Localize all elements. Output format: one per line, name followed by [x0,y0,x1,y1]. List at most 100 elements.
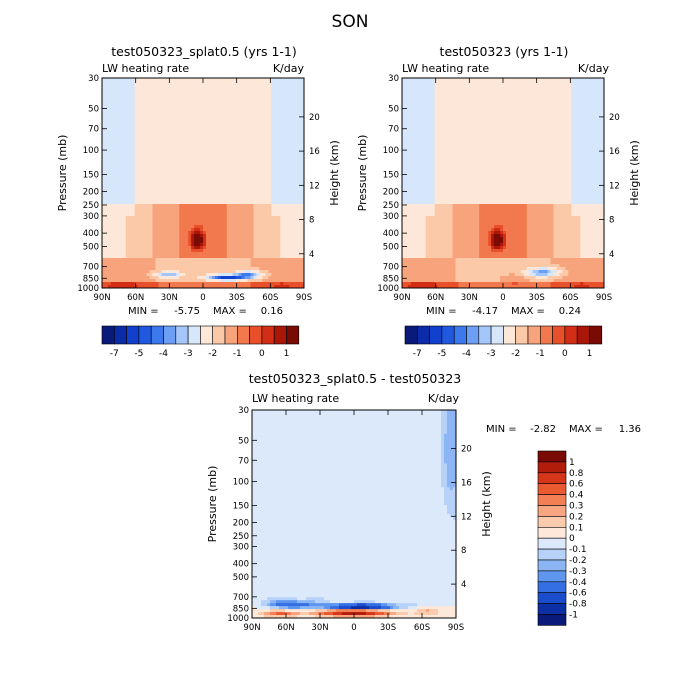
contour-cell [253,192,257,196]
contour-cell [247,126,251,130]
contour-cell [194,141,198,145]
contour-cell [265,114,269,118]
contour-cell [185,249,189,253]
contour-cell [238,117,243,121]
contour-cell [253,177,257,181]
contour-cell [217,189,222,193]
contour-cell [229,234,234,238]
contour-cell [137,99,142,103]
contour-cell [223,108,228,112]
contour-cell [274,114,278,118]
contour-cell [262,81,266,85]
contour-cell [526,78,531,82]
contour-cell [110,153,115,157]
contour-cell [271,264,275,268]
contour-cell [203,78,207,82]
contour-cell [128,126,133,130]
contour-cell [277,81,281,85]
contour-cell [283,99,287,103]
contour-cell [188,180,192,184]
contour-cell [197,246,201,250]
contour-cell [214,243,219,247]
contour-cell [158,180,162,184]
contour-cell [283,138,287,142]
contour-cell [229,261,234,265]
contour-cell [164,276,168,280]
contour-cell [265,120,269,124]
contour-cell [226,78,231,82]
contour-cell [143,111,148,115]
contour-cell [110,174,115,178]
contour-cell [128,249,133,253]
contour-cell [482,78,486,82]
contour-cell [173,90,177,94]
contour-cell [301,177,305,181]
contour-cell [211,177,216,181]
contour-cell [295,273,299,277]
contour-cell [128,174,133,178]
contour-cell [208,111,213,115]
contour-cell [119,225,124,229]
contour-cell [116,129,121,133]
contour-cell [286,258,290,262]
contour-cell [211,222,216,226]
contour-cell [131,279,136,283]
contour-cell [203,192,207,196]
contour-cell [280,240,284,244]
contour-cell [158,117,162,121]
contour-cell [229,84,234,88]
contour-cell [200,255,204,259]
contour-cell [152,159,156,163]
contour-cell [102,78,106,82]
contour-cell [271,243,275,247]
contour-cell [295,270,299,274]
contour-cell [223,228,228,232]
contour-cell [256,150,260,154]
contour-cell [295,183,299,187]
contour-cell [262,87,266,91]
contour-cell [241,285,246,289]
contour-cell [146,135,150,139]
contour-cell [298,162,302,166]
contour-cell [458,78,462,82]
contour-cell [146,234,150,238]
contour-cell [250,225,254,229]
contour-cell [149,234,153,238]
contour-cell [179,114,183,118]
colorbar-label: -7 [110,349,119,359]
contour-cell [265,207,269,211]
contour-cell [247,114,251,118]
contour-cell [146,219,150,223]
contour-cell [158,111,162,115]
contour-cell [107,195,112,199]
contour-cell [161,237,165,241]
contour-cell [217,192,222,196]
contour-cell [232,108,237,112]
contour-cell [122,84,127,88]
contour-cell [259,240,263,244]
contour-cell [223,171,228,175]
contour-cell [289,279,293,283]
contour-cell [280,255,284,259]
contour-cell [289,93,293,97]
contour-cell [286,141,290,145]
contour-cell [232,144,237,148]
contour-cell [229,180,234,184]
contour-cell [134,120,139,124]
contour-cell [119,132,124,136]
contour-cell [259,276,263,280]
contour-cell [298,177,302,181]
contour-cell [217,165,222,169]
contour-cell [214,282,219,286]
contour-cell [122,192,127,196]
contour-cell [104,249,109,253]
contour-cell [277,192,281,196]
y-tick-label: 500 [83,242,99,252]
contour-cell [191,147,195,151]
contour-cell [295,204,299,208]
contour-cell [104,255,109,259]
contour-cell [164,258,168,262]
contour-cell [280,96,284,100]
contour-cell [102,129,106,133]
contour-cell [137,150,142,154]
